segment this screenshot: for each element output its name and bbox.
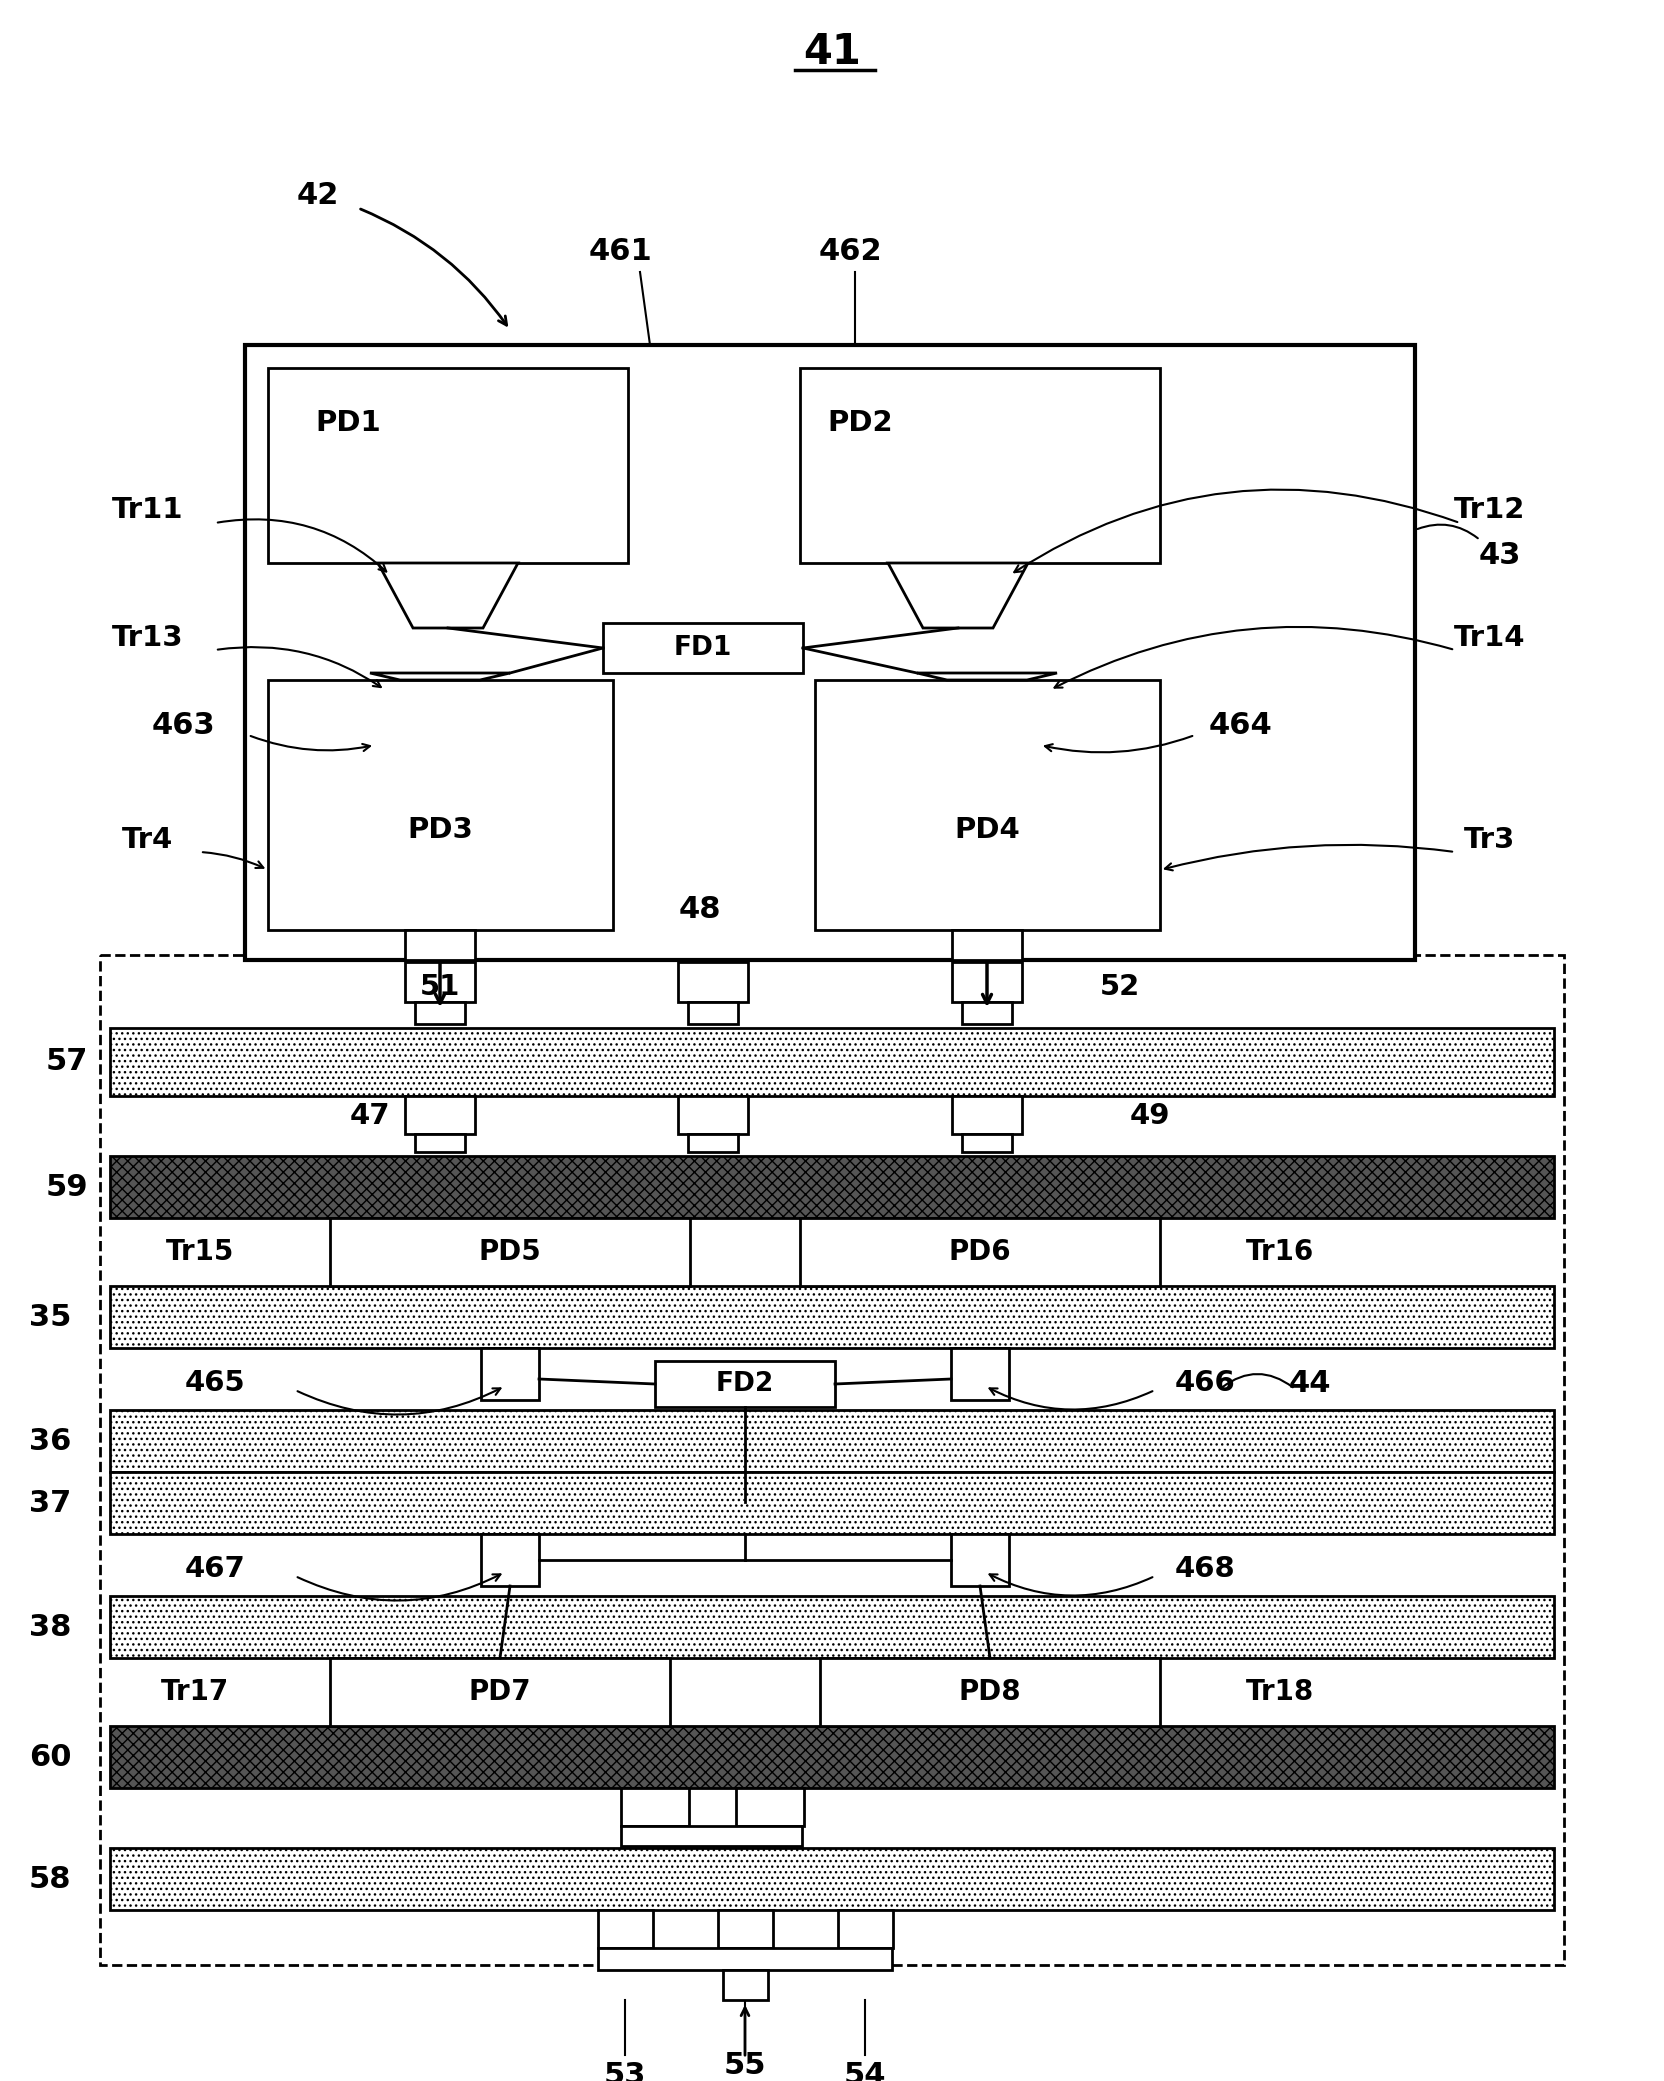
- Bar: [839, 1910, 894, 1948]
- Bar: [735, 1788, 804, 1825]
- Bar: [110, 1471, 1554, 1534]
- Bar: [722, 1971, 769, 2000]
- Text: 47: 47: [349, 1103, 391, 1130]
- Bar: [110, 1157, 1554, 1217]
- Text: 461: 461: [587, 237, 652, 266]
- Bar: [110, 1596, 1554, 1659]
- Bar: [687, 1001, 739, 1024]
- Bar: [110, 1286, 1554, 1348]
- Bar: [677, 1097, 749, 1134]
- Bar: [800, 368, 1160, 564]
- Bar: [962, 1001, 1012, 1024]
- Bar: [952, 1534, 1008, 1586]
- Bar: [687, 1134, 739, 1153]
- Bar: [110, 1848, 1554, 1910]
- Text: Tr3: Tr3: [1464, 826, 1516, 853]
- Bar: [268, 680, 612, 930]
- Text: PD6: PD6: [948, 1238, 1012, 1265]
- Text: Tr18: Tr18: [1246, 1677, 1315, 1706]
- Text: 466: 466: [1175, 1369, 1235, 1396]
- Text: Tr13: Tr13: [111, 624, 183, 651]
- Polygon shape: [889, 564, 1028, 628]
- Text: 44: 44: [1288, 1369, 1331, 1398]
- Text: FD1: FD1: [674, 635, 732, 662]
- Text: 36: 36: [28, 1425, 72, 1455]
- Polygon shape: [917, 672, 1057, 680]
- Text: 462: 462: [819, 237, 882, 266]
- Text: 465: 465: [185, 1369, 245, 1396]
- Text: 49: 49: [1130, 1103, 1170, 1130]
- Bar: [621, 1825, 802, 1846]
- Text: PD4: PD4: [953, 816, 1020, 845]
- Text: 58: 58: [28, 1865, 72, 1894]
- Text: PD5: PD5: [479, 1238, 541, 1265]
- Text: PD8: PD8: [958, 1677, 1022, 1706]
- Text: 59: 59: [45, 1172, 88, 1201]
- Text: FD2: FD2: [716, 1371, 774, 1396]
- Bar: [717, 1910, 774, 1948]
- Bar: [962, 1134, 1012, 1153]
- Text: 467: 467: [185, 1555, 245, 1584]
- Bar: [597, 1948, 892, 1971]
- Text: 55: 55: [724, 2050, 765, 2079]
- Bar: [329, 1217, 691, 1286]
- Text: 48: 48: [679, 895, 721, 924]
- Text: Tr11: Tr11: [111, 495, 183, 524]
- Bar: [602, 622, 804, 672]
- Bar: [656, 1361, 835, 1407]
- Text: 52: 52: [1100, 974, 1140, 1001]
- Text: 35: 35: [28, 1303, 72, 1332]
- Text: 57: 57: [47, 1047, 88, 1076]
- Bar: [952, 1097, 1022, 1134]
- Bar: [815, 680, 1160, 930]
- Bar: [481, 1348, 539, 1401]
- Bar: [820, 1659, 1160, 1725]
- Bar: [597, 1910, 652, 1948]
- Bar: [677, 961, 749, 1001]
- Text: Tr15: Tr15: [166, 1238, 235, 1265]
- Text: 43: 43: [1479, 541, 1521, 570]
- Bar: [110, 1725, 1554, 1788]
- Text: 41: 41: [804, 31, 860, 73]
- Text: 38: 38: [28, 1613, 72, 1642]
- Text: Tr12: Tr12: [1454, 495, 1526, 524]
- Bar: [329, 1659, 671, 1725]
- Text: 53: 53: [604, 2060, 646, 2081]
- Text: Tr17: Tr17: [161, 1677, 230, 1706]
- Text: PD3: PD3: [408, 816, 473, 845]
- Text: PD1: PD1: [314, 410, 381, 437]
- Text: 463: 463: [151, 710, 215, 739]
- Text: 51: 51: [419, 974, 461, 1001]
- Polygon shape: [378, 564, 518, 628]
- Text: Tr16: Tr16: [1246, 1238, 1315, 1265]
- Text: Tr4: Tr4: [123, 826, 173, 853]
- Bar: [481, 1534, 539, 1586]
- Bar: [952, 961, 1022, 1001]
- Text: Tr14: Tr14: [1454, 624, 1526, 651]
- Bar: [414, 1134, 464, 1153]
- Bar: [952, 1348, 1008, 1401]
- Bar: [110, 1411, 1554, 1471]
- Text: PD7: PD7: [469, 1677, 531, 1706]
- Bar: [952, 930, 1022, 959]
- Text: 54: 54: [844, 2060, 887, 2081]
- Bar: [245, 345, 1414, 959]
- Bar: [404, 1097, 474, 1134]
- Text: 464: 464: [1208, 710, 1271, 739]
- Text: 468: 468: [1175, 1555, 1235, 1584]
- Bar: [800, 1217, 1160, 1286]
- Bar: [110, 1028, 1554, 1097]
- Bar: [404, 961, 474, 1001]
- Bar: [268, 368, 627, 564]
- Text: 60: 60: [28, 1742, 72, 1771]
- Bar: [621, 1788, 689, 1825]
- Text: PD2: PD2: [827, 410, 894, 437]
- Text: 37: 37: [28, 1488, 72, 1517]
- Polygon shape: [369, 672, 509, 680]
- Text: 42: 42: [296, 181, 339, 210]
- Bar: [100, 955, 1564, 1964]
- Bar: [414, 1001, 464, 1024]
- Bar: [404, 930, 474, 959]
